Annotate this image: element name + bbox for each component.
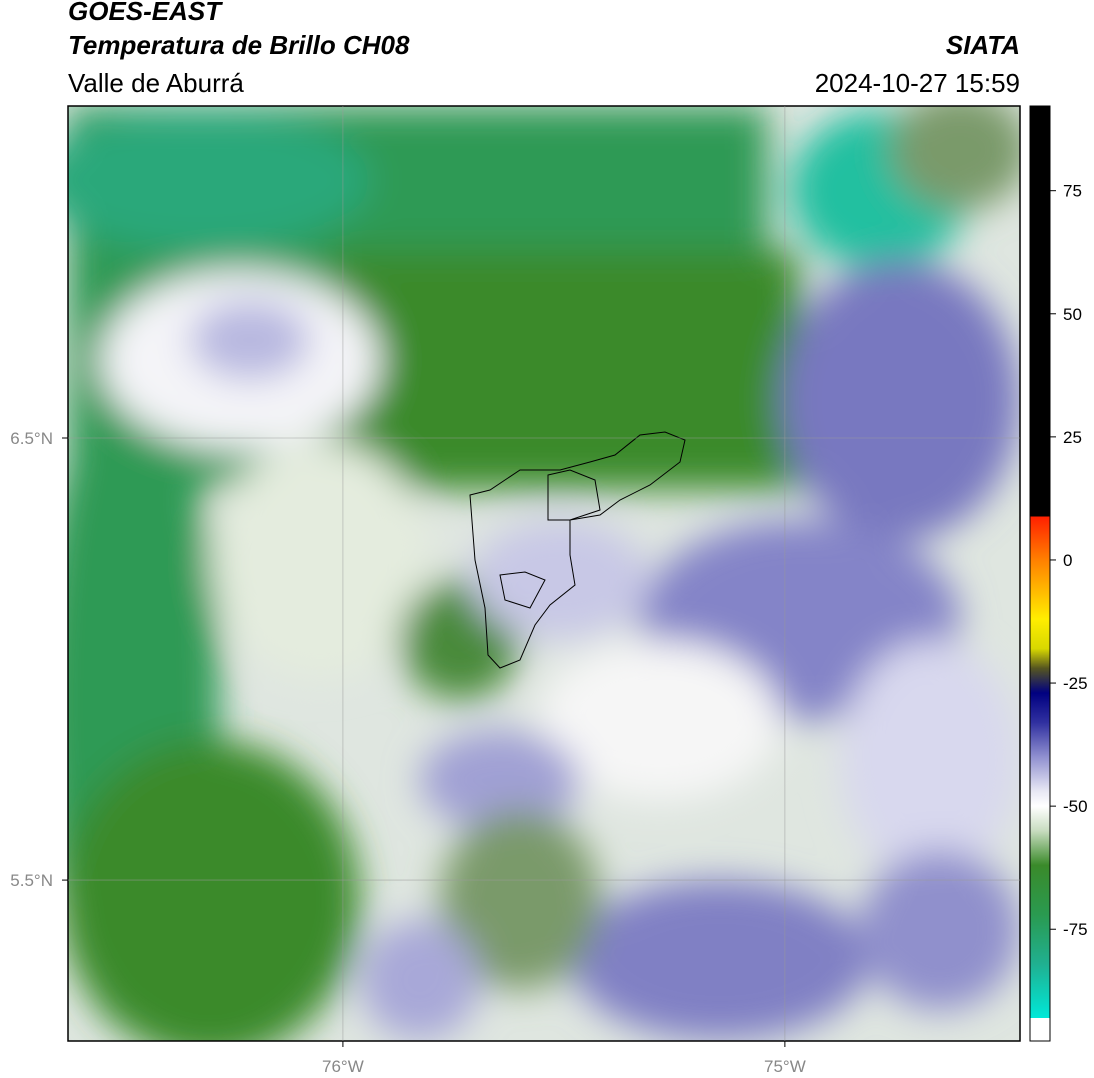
x-tick-label: 76°W [322, 1057, 364, 1076]
subtitle: Temperatura de Brillo CH08 [68, 30, 410, 60]
title: GOES-EAST [68, 0, 223, 26]
colorbar-tick-label: 75 [1063, 182, 1082, 201]
y-tick-label: 5.5°N [10, 871, 53, 890]
municipal-boundaries [469, 431, 686, 669]
colorbar-tick-label: -75 [1063, 920, 1088, 939]
region: Valle de Aburrá [68, 68, 244, 98]
source: SIATA [946, 30, 1020, 60]
colorbar-tick-label: 50 [1063, 305, 1082, 324]
y-tick-label: 6.5°N [10, 429, 53, 448]
datetime: 2024-10-27 15:59 [815, 68, 1020, 98]
colorbar-tick-label: 25 [1063, 428, 1082, 447]
map-frame [67, 105, 1021, 1042]
satellite-image [68, 106, 1020, 1041]
x-tick-label: 75°W [764, 1057, 806, 1076]
colorbar [1029, 105, 1051, 1042]
colorbar-tick-label: 0 [1063, 551, 1072, 570]
colorbar-tick-label: -25 [1063, 674, 1088, 693]
colorbar-tick-label: -50 [1063, 797, 1088, 816]
